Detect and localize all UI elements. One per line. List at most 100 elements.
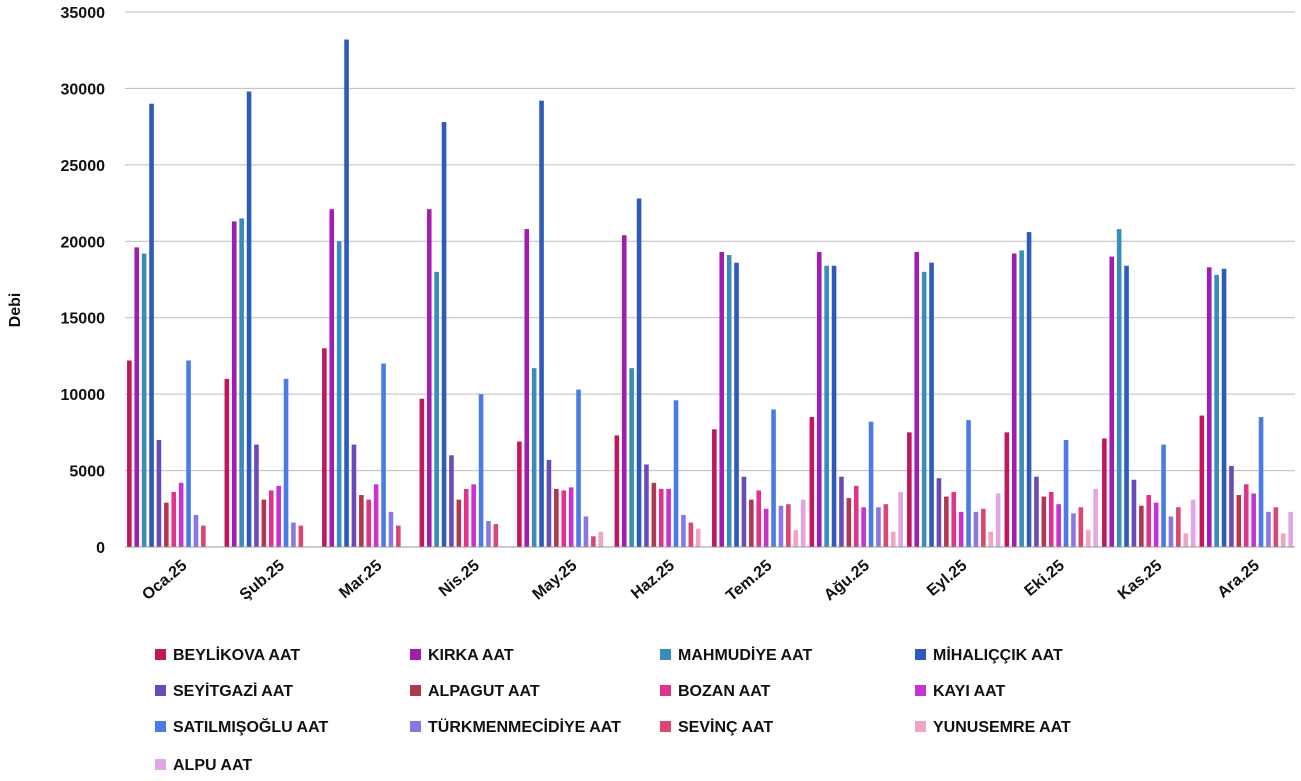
bar — [141, 253, 147, 547]
bar — [1109, 256, 1115, 547]
bar — [441, 122, 447, 547]
bar — [853, 485, 859, 547]
bar — [973, 511, 979, 547]
bar — [1034, 476, 1039, 547]
bar — [1161, 444, 1166, 547]
x-tick-label: Ağu.25 — [821, 557, 873, 604]
x-tick-label: Şub.25 — [237, 557, 288, 604]
legend-label: BEYLİKOVA AAT — [173, 646, 300, 664]
bar — [524, 229, 530, 547]
bars — [127, 39, 1293, 548]
bar — [673, 400, 679, 547]
bar — [658, 488, 664, 547]
x-tick-label: Oca.25 — [139, 557, 190, 604]
bar — [1124, 265, 1129, 547]
bar — [366, 499, 372, 547]
legend-item: TÜRKMENMECİDİYE AAT — [410, 717, 621, 736]
bar — [1146, 495, 1152, 547]
bar — [568, 487, 574, 547]
bar — [224, 378, 230, 547]
bar — [1221, 268, 1227, 547]
legend-item: ALPU AAT — [155, 757, 252, 774]
bar — [283, 378, 289, 547]
bar — [1176, 507, 1181, 547]
bar — [651, 482, 657, 547]
bar — [493, 524, 499, 547]
legend-swatch — [155, 721, 166, 732]
bar — [1280, 533, 1286, 547]
bar — [666, 488, 671, 547]
legend-item: SATILMIŞOĞLU AAT — [155, 717, 328, 736]
bar — [800, 499, 806, 547]
bar — [831, 265, 837, 547]
y-axis-label: Debi — [7, 293, 24, 328]
bar — [929, 262, 934, 547]
legend-swatch — [915, 649, 926, 660]
bar — [449, 455, 454, 547]
bar — [419, 398, 425, 547]
legend-label: KIRKA AAT — [428, 647, 514, 664]
bar — [771, 409, 776, 547]
bar — [193, 514, 199, 547]
bar — [591, 536, 596, 547]
x-tick-label: Ara.25 — [1214, 557, 1262, 602]
bar — [995, 493, 1001, 547]
legend-item: BEYLİKOVA AAT — [155, 646, 300, 664]
bar — [486, 521, 491, 547]
x-tick-label: Eyl.25 — [924, 557, 970, 600]
legend-item: KAYI AAT — [915, 683, 1006, 700]
bar — [171, 491, 177, 547]
bar — [958, 511, 964, 547]
bar — [1071, 513, 1076, 547]
legend-label: BOZAN AAT — [678, 683, 771, 700]
legend-swatch — [660, 685, 671, 696]
x-tick-label: Haz.25 — [628, 557, 678, 603]
bar — [936, 478, 942, 547]
bar — [629, 368, 634, 547]
bar — [426, 209, 432, 547]
bar — [1266, 511, 1271, 547]
bar — [981, 508, 986, 547]
bar — [554, 488, 559, 547]
bar — [1048, 491, 1054, 547]
legend-label: SEVİNÇ AAT — [678, 718, 773, 736]
bar — [1063, 440, 1069, 547]
legend-item: SEVİNÇ AAT — [660, 718, 773, 736]
legend-label: KAYI AAT — [933, 683, 1006, 700]
bar — [351, 444, 357, 547]
bar — [1116, 229, 1122, 547]
bar — [186, 360, 191, 547]
bar — [1078, 507, 1084, 547]
bar — [726, 255, 732, 548]
y-axis-ticks: 0 5000 10000 15000 20000 25000 30000 35000 — [61, 5, 106, 557]
legend-label: ALPAGUT AAT — [428, 683, 540, 700]
bar — [329, 209, 335, 547]
bar — [561, 490, 567, 547]
legend-swatch — [410, 649, 421, 660]
bar — [598, 531, 604, 547]
x-tick-label: May.25 — [529, 557, 580, 604]
bar — [1206, 267, 1212, 547]
bar — [644, 464, 649, 547]
bar — [1214, 274, 1219, 547]
y-tick-label: 30000 — [61, 81, 106, 98]
bar — [921, 271, 927, 547]
bar — [261, 499, 267, 547]
legend-label: SEYİTGAZİ AAT — [173, 682, 293, 700]
bar — [1019, 250, 1024, 547]
legend-swatch — [410, 721, 421, 732]
bar — [914, 251, 920, 548]
bar — [988, 531, 994, 547]
legend-swatch — [410, 685, 421, 696]
bar — [1288, 511, 1293, 547]
bar — [268, 490, 274, 547]
bar — [539, 100, 544, 547]
bar — [816, 251, 822, 548]
bar — [839, 476, 844, 547]
bar — [793, 530, 799, 547]
bar — [546, 459, 552, 547]
bar — [322, 348, 327, 547]
bar — [809, 417, 815, 547]
bar — [756, 490, 762, 547]
